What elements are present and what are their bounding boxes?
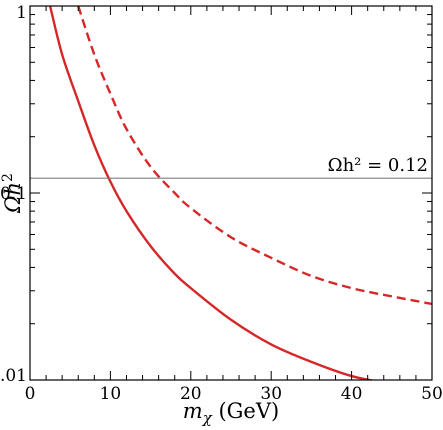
axis-layer: 0 10 20 30 40 50 0.01 0.1 1 mχ (GeV) Ωh2 [0,3,443,427]
x-tick-label: 50 [421,384,443,404]
x-tick-label: 10 [100,384,122,404]
x-axis-label: mχ (GeV) [183,399,279,427]
annotation-layer: Ωh² = 0.12 [30,155,432,179]
series-layer [48,6,432,380]
plot-frame [29,5,433,381]
y-tick-label: 1 [16,3,27,23]
x-tick-label: 40 [341,384,363,404]
x-tick-label: 30 [260,384,282,404]
series-line-solid [48,6,376,380]
reference-line-label: Ωh² = 0.12 [328,155,428,176]
y-tick-label: 0.1 [0,184,27,204]
x-tick-label: 0 [25,384,36,404]
y-axis-label: Ωh2 [0,173,25,214]
y-tick-label: 0.01 [0,366,27,386]
x-tick-label: 20 [180,384,202,404]
